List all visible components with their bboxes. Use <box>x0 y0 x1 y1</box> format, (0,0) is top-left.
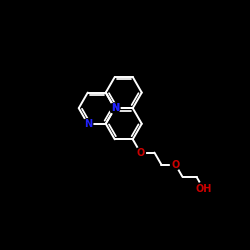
Circle shape <box>110 103 120 113</box>
Circle shape <box>136 148 145 158</box>
Circle shape <box>83 119 93 129</box>
Text: N: N <box>111 103 119 113</box>
Text: N: N <box>84 119 92 129</box>
Text: N: N <box>111 103 119 113</box>
Text: O: O <box>136 148 144 158</box>
Circle shape <box>110 103 120 113</box>
Circle shape <box>196 182 210 196</box>
Text: O: O <box>172 160 180 170</box>
Text: OH: OH <box>196 184 212 194</box>
Circle shape <box>170 160 180 170</box>
